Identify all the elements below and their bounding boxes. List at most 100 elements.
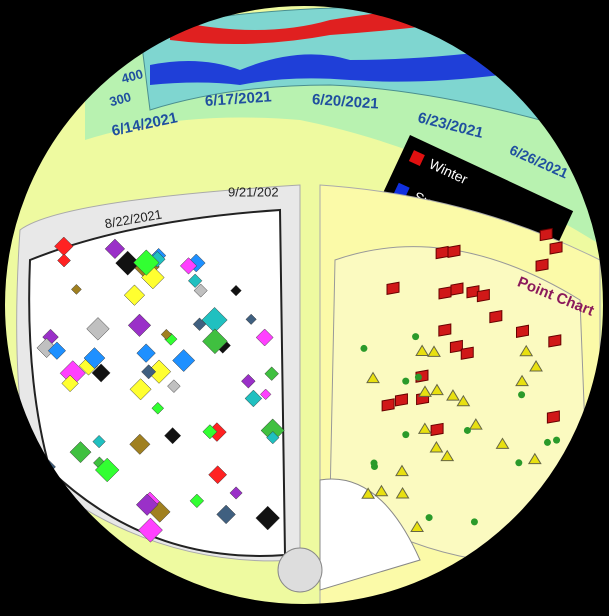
dot-marker — [543, 438, 551, 446]
dot-marker — [402, 431, 410, 439]
scatter-diamond — [133, 249, 160, 276]
scatter-diamond — [230, 284, 242, 297]
scatter-diamond — [244, 389, 263, 408]
scatter-diamond — [160, 328, 172, 340]
point-chart-marks — [360, 227, 563, 541]
scatter-diamond — [208, 465, 228, 485]
pyramid-marker — [440, 449, 455, 462]
scatter-diamond — [136, 343, 156, 363]
scatter-diamond — [172, 349, 196, 372]
scatter-diamond — [241, 373, 256, 389]
cube-marker — [394, 393, 408, 407]
scatter-diamond — [188, 273, 203, 288]
scatter-diamond — [264, 366, 279, 381]
y-tick-label: 300 — [108, 89, 133, 109]
scatter-diamond — [91, 363, 111, 383]
pyramid-marker — [427, 345, 441, 357]
cube-marker — [430, 422, 444, 437]
pyramid-marker — [430, 383, 444, 396]
scatter-diamond — [92, 434, 106, 449]
scatter-diamond — [255, 505, 280, 531]
globe-edge — [3, 4, 605, 606]
scatter-diamond — [229, 486, 243, 500]
scatter-diamond — [71, 284, 82, 295]
scatter-diamond — [94, 457, 120, 483]
scatter-diamond — [83, 347, 106, 369]
y-tick-label: 400 — [120, 66, 145, 86]
center-hub — [277, 547, 323, 593]
cube-marker — [435, 245, 449, 260]
summer-area — [150, 50, 500, 85]
dot-marker — [414, 373, 422, 381]
pyramid-marker — [366, 371, 380, 384]
scatter-diamond — [202, 424, 218, 440]
dot-marker — [515, 459, 523, 467]
x-tick-label: 6/17/2021 — [204, 88, 272, 110]
pyramid-marker — [529, 359, 543, 372]
pyramid-marker — [410, 520, 424, 533]
dot-marker — [470, 518, 478, 526]
x-tick-label: 6/20/2021 — [311, 91, 379, 113]
dot-marker — [360, 344, 368, 352]
scatter-diamond — [57, 253, 71, 268]
pyramid-marker — [495, 437, 510, 449]
pyramid-marker — [417, 422, 432, 434]
scatter-diamond — [193, 283, 208, 298]
cube-marker — [539, 227, 553, 242]
pyramid-marker — [468, 418, 483, 430]
pyramid-marker — [415, 344, 430, 357]
right-hub — [319, 478, 421, 591]
cube-marker — [515, 324, 529, 338]
scatter-diamond — [179, 257, 198, 275]
scatter-diamond — [129, 433, 151, 455]
scatter-diamond — [167, 379, 181, 393]
scatter-diamond — [129, 378, 152, 401]
dot-marker — [518, 391, 526, 399]
scatter-diamond — [127, 313, 152, 337]
cube-marker — [450, 282, 464, 296]
scatter-diamond — [137, 517, 163, 543]
cube-marker — [546, 410, 560, 424]
dot-marker — [370, 459, 378, 467]
scatter-diamond — [61, 374, 79, 393]
dot-marker — [425, 514, 433, 522]
cube-marker — [449, 339, 463, 354]
dot-marker — [463, 426, 471, 434]
cube-marker — [489, 310, 503, 324]
scatter-diamond — [115, 250, 141, 276]
pyramid-marker — [374, 484, 389, 497]
pyramid-marker — [395, 464, 409, 477]
pyramid-marker — [515, 374, 529, 387]
scatter-diamond — [141, 364, 157, 380]
scatter-diamond — [189, 493, 205, 509]
scatter-diamond — [260, 388, 272, 400]
scatter-diamond — [164, 427, 182, 445]
cube-marker — [386, 281, 400, 295]
cube-marker — [548, 334, 562, 348]
dot-marker — [402, 377, 410, 385]
legend-swatch — [408, 150, 425, 167]
scatter-diamond — [123, 284, 146, 306]
scatter-diamond — [202, 328, 228, 355]
cube-marker — [381, 398, 395, 412]
pyramid-marker — [519, 344, 534, 357]
cube-marker — [535, 258, 549, 272]
pyramid-marker — [418, 385, 432, 397]
dot-marker — [412, 333, 420, 341]
scatter-diamond — [266, 431, 280, 445]
cube-marker — [460, 346, 474, 360]
pyramid-marker — [429, 441, 444, 453]
cube-marker — [476, 288, 490, 303]
cube-marker — [438, 286, 452, 300]
pyramid-marker — [456, 394, 471, 407]
cube-marker — [549, 241, 563, 255]
cube-marker — [447, 244, 461, 258]
scatter-diamond — [47, 341, 66, 360]
scatter-diamond — [104, 238, 126, 260]
pyramid-marker — [446, 389, 460, 401]
scatter-diamond — [135, 493, 159, 516]
scatter-diamond — [86, 317, 110, 341]
